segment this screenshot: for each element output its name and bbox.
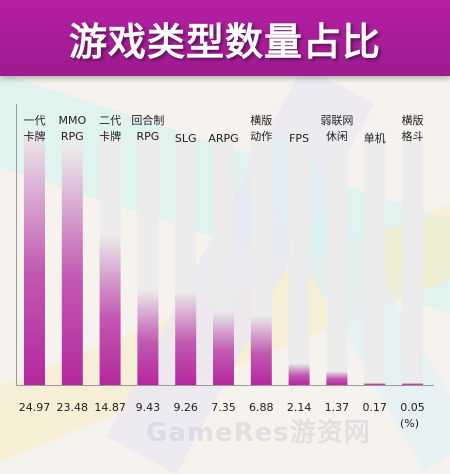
value-label: 6.88 xyxy=(249,401,274,414)
category-label: 横版动作 xyxy=(250,113,272,143)
title-banner: 游戏类型数量占比 xyxy=(0,0,450,76)
bar xyxy=(213,310,234,385)
value-label: 1.37 xyxy=(325,401,350,414)
category-label: 二代卡牌 xyxy=(99,114,121,143)
category-label: 回合制 RPG xyxy=(131,113,164,143)
bar xyxy=(364,383,386,385)
value-label: 24.97 xyxy=(19,401,51,414)
bar xyxy=(99,234,121,385)
value-label: 7.35 xyxy=(211,401,236,414)
chart-title: 游戏类型数量占比 xyxy=(68,19,381,64)
category-label: FPS xyxy=(289,132,309,145)
value-label: 9.43 xyxy=(136,401,161,414)
bar-track xyxy=(364,132,386,385)
category-label: 单机 xyxy=(364,131,386,145)
value-label: 0.17 xyxy=(362,401,387,414)
bar xyxy=(175,291,197,385)
value-label: 2.14 xyxy=(287,401,312,414)
value-label: 23.48 xyxy=(57,401,89,414)
bar-chart: 一代卡牌 24.97 MMO RPG 23.48 二代卡牌 14.87 回合制 RPG 9.43 S… xyxy=(19,113,425,414)
y-axis-line xyxy=(16,104,17,386)
category-label: ARPG xyxy=(208,132,238,145)
watermark: GameRes游资网 xyxy=(146,418,371,448)
category-label: 弱联网休闲 xyxy=(320,114,353,143)
x-axis-line xyxy=(16,385,434,386)
bar xyxy=(24,132,45,385)
category-label: SLG xyxy=(175,132,197,145)
bar xyxy=(402,383,423,385)
unit-label: (%) xyxy=(400,417,420,430)
category-label: MMO RPG xyxy=(58,114,86,143)
value-label: 9.26 xyxy=(173,401,198,414)
bar xyxy=(61,147,83,385)
bar-track xyxy=(326,132,348,385)
bar-track xyxy=(402,132,423,385)
bar xyxy=(137,289,159,385)
bar xyxy=(250,315,272,385)
value-label: 0.05 xyxy=(400,401,425,414)
category-label: 一代卡牌 xyxy=(24,114,46,143)
category-label: 横版格斗 xyxy=(402,113,424,143)
bar xyxy=(326,371,348,385)
value-label: 14.87 xyxy=(94,401,126,414)
bar xyxy=(288,363,310,385)
bar-track xyxy=(288,132,310,385)
